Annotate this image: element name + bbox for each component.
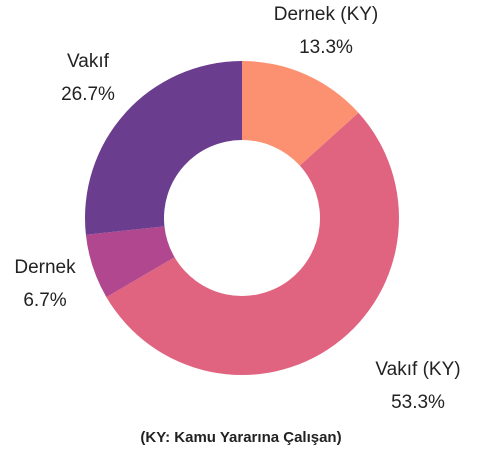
slice-value-label: 53.3%	[391, 392, 445, 413]
donut-slice	[242, 61, 359, 166]
slice-value-label: 13.3%	[299, 37, 353, 58]
slice-value-label: 6.7%	[23, 290, 66, 311]
slice-label: Vakıf (KY)	[375, 359, 460, 380]
slice-label: Dernek	[14, 257, 76, 278]
slice-label: Vakıf	[67, 51, 110, 72]
footnote: (KY: Kamu Yararına Çalışan)	[140, 429, 341, 446]
donut-slice	[85, 61, 242, 235]
donut-slice	[85, 226, 175, 298]
donut-slice	[106, 112, 400, 376]
slice-value-label: 26.7%	[61, 84, 115, 105]
slice-label: Dernek (KY)	[274, 4, 379, 25]
